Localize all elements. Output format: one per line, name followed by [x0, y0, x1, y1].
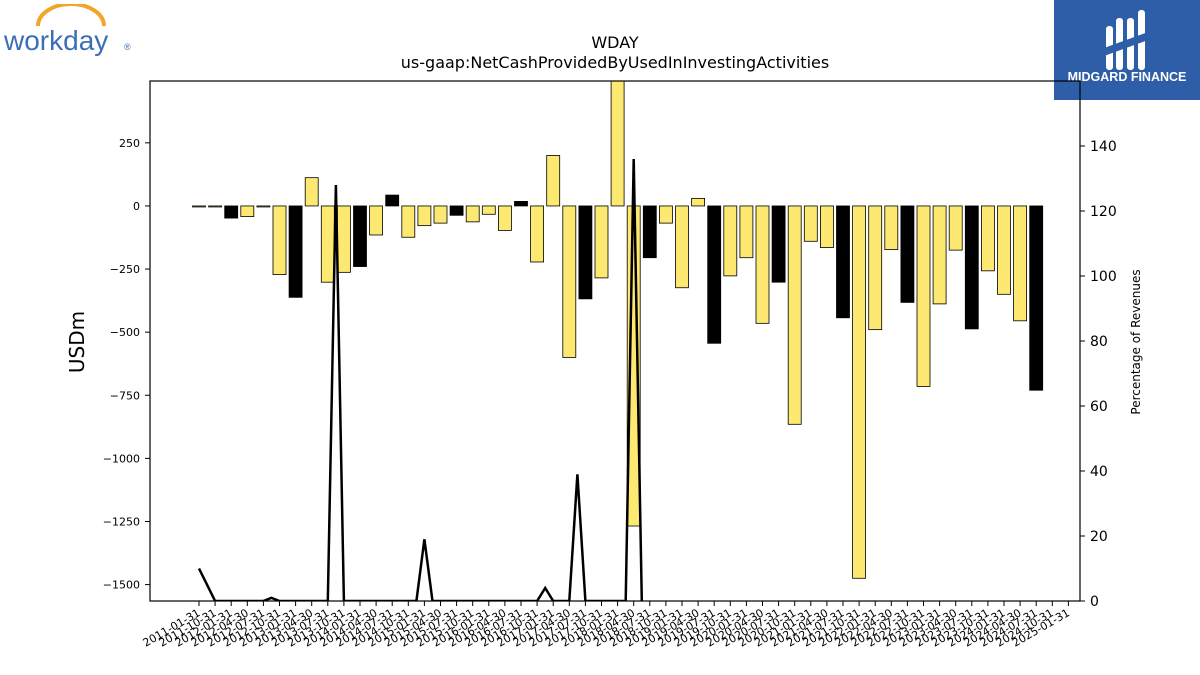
- bar-2024-07-31: [1029, 205, 1044, 391]
- chart-subtitle: us-gaap:NetCashProvidedByUsedInInvesting…: [401, 53, 829, 72]
- bar-2021-04-30: [820, 205, 834, 249]
- y2-tick-label: 0: [1090, 594, 1099, 610]
- bar-2021-07-31: [836, 205, 850, 319]
- bar-2024-04-30: [1013, 205, 1027, 322]
- bar-2017-10-31: [594, 205, 609, 279]
- bar-2020-04-30: [755, 205, 770, 324]
- bar-2016-01-31: [481, 205, 496, 215]
- y2-tick-label: 140: [1090, 139, 1117, 155]
- bar-2024-01-31: [997, 205, 1011, 295]
- bar-2023-01-31: [932, 205, 947, 305]
- chart-title: WDAY: [591, 33, 639, 52]
- line-layer: [197, 158, 644, 601]
- bar-2012-01-31: [224, 205, 239, 219]
- y-tick-label: −1250: [103, 515, 140, 528]
- bar-2012-10-31: [272, 205, 287, 276]
- bar-2019-04-30: [691, 197, 705, 207]
- y2-tick-label: 20: [1090, 529, 1108, 545]
- y-tick-label: 0: [133, 200, 140, 213]
- y2-tick-label: 60: [1090, 399, 1108, 415]
- y2-axis-label: Percentage of Revenues: [1129, 269, 1143, 414]
- bar-2022-01-31: [868, 205, 883, 331]
- bar-2017-01-31: [546, 155, 561, 207]
- bar-2019-01-31: [675, 205, 689, 289]
- bar-2018-10-31: [659, 205, 673, 224]
- bar-2013-04-30: [304, 177, 319, 207]
- percentage-line: [197, 158, 644, 601]
- bar-2015-04-30: [433, 205, 448, 224]
- workday-logo: workday ®: [3, 2, 134, 59]
- bar-2022-07-31: [900, 205, 915, 303]
- bar-2022-04-30: [884, 205, 899, 251]
- workday-logo-text: workday: [4, 25, 108, 56]
- midgard-logo-graphic: MIDGARD FINANCE: [1068, 10, 1187, 84]
- y-tick-label: −1000: [103, 452, 140, 465]
- y-tick-label: −750: [110, 389, 140, 402]
- bar-2016-04-30: [497, 205, 512, 231]
- bar-2012-04-30: [240, 205, 255, 217]
- bar-2017-04-30: [562, 205, 577, 358]
- bars-layer: [192, 81, 1044, 579]
- bar-2022-10-31: [916, 205, 931, 387]
- y-tick-label: −1500: [103, 579, 140, 592]
- y2-tick-label: 80: [1090, 334, 1108, 350]
- y-tick-label: 250: [119, 137, 140, 150]
- y-tick-label: −250: [110, 263, 140, 276]
- bar-2023-04-30: [948, 205, 963, 251]
- bar-2023-07-31: [964, 205, 979, 330]
- axes-layer: 250 0 −250 −500 −750 −1000 −1250 −1500 0 20 40 60 80…: [103, 80, 1117, 650]
- bar-2014-01-31: [353, 205, 367, 267]
- midgard-finance-logo: MIDGARD FINANCE: [1054, 0, 1200, 100]
- bar-2013-10-31: [336, 205, 351, 273]
- bar-2013-01-31: [288, 205, 303, 298]
- midgard-emblem-icon: [1104, 10, 1148, 70]
- bar-2013-07-31: [320, 205, 335, 283]
- bar-2019-10-31: [723, 205, 738, 277]
- bar-2011-10-31: [208, 205, 223, 208]
- bar-2016-10-31: [530, 205, 544, 263]
- bar-2020-07-31: [771, 205, 786, 283]
- y-axis-label: USDm: [65, 311, 89, 373]
- y2-tick-label: 120: [1090, 204, 1117, 220]
- bar-2015-07-31: [449, 205, 464, 216]
- y2-tick-label: 100: [1090, 269, 1117, 285]
- bar-2014-07-31: [385, 194, 400, 207]
- bar-2020-01-31: [739, 205, 754, 259]
- bar-2015-10-31: [465, 205, 480, 223]
- bar-2012-07-31: [256, 205, 271, 208]
- bar-2017-07-31: [578, 205, 593, 300]
- y2-tick-label: 40: [1090, 464, 1108, 480]
- bar-2020-10-31: [787, 205, 802, 425]
- workday-logo-graphic: workday ®: [3, 2, 131, 56]
- bar-2015-01-31: [417, 205, 432, 227]
- bar-2018-01-31: [610, 81, 625, 207]
- midgard-logo-text: MIDGARD FINANCE: [1068, 70, 1187, 84]
- y-tick-label: −500: [110, 326, 140, 339]
- bar-2011-01-31: [192, 205, 206, 208]
- workday-arc-icon: [36, 2, 106, 27]
- bar-2016-07-31: [514, 201, 528, 207]
- workday-trademark: ®: [124, 42, 131, 52]
- bar-2014-10-31: [401, 205, 416, 238]
- bar-2021-01-31: [803, 205, 818, 242]
- bar-2019-07-31: [707, 205, 722, 344]
- bar-2021-10-31: [852, 205, 866, 579]
- bar-2023-10-31: [981, 205, 995, 272]
- bar-2014-04-30: [369, 205, 384, 236]
- bar-2018-07-31: [642, 205, 657, 259]
